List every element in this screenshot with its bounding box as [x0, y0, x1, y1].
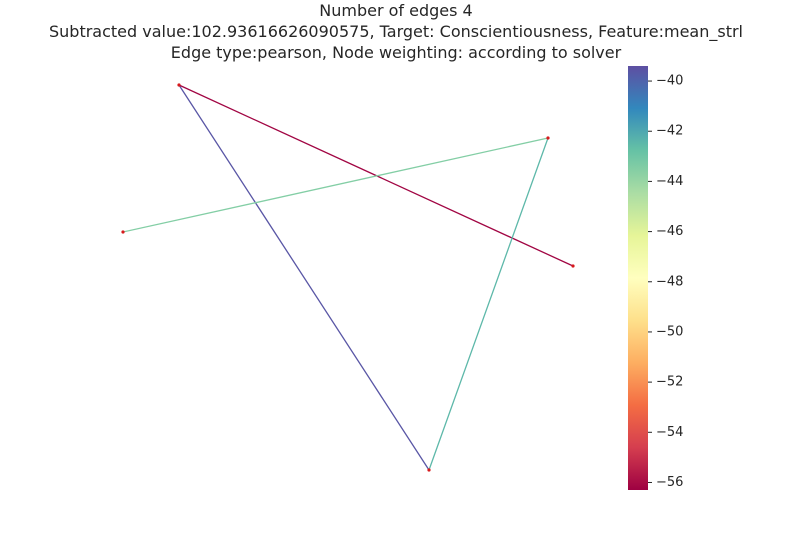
node-n3 [427, 468, 431, 472]
node-n2 [121, 230, 125, 234]
edge-n2-n4 [122, 137, 549, 233]
title-line-subtracted-value: Subtracted value:102.93616626090575, Tar… [49, 22, 743, 41]
colorbar-tick-label: −56 [656, 475, 683, 490]
edge-n1-n3 [178, 84, 430, 471]
colorbar-tick-label: −54 [656, 425, 683, 440]
node-n1 [177, 83, 181, 87]
colorbar-tick-label: −52 [656, 375, 683, 390]
colorbar-tick-label: −44 [656, 174, 683, 189]
colorbar-tick-label: −48 [656, 274, 683, 289]
title-line-edge-type: Edge type:pearson, Node weighting: accor… [170, 43, 622, 62]
colorbar-tick-label: −50 [656, 324, 683, 339]
nodes-layer [121, 83, 575, 472]
title-line-edges: Number of edges 4 [319, 1, 473, 20]
edges-layer [122, 84, 574, 471]
colorbar-ticks: −40 −42 −44 −46 −48 −50 −52 −54 −56 [648, 74, 683, 490]
colorbar-tick-label: −42 [656, 124, 683, 139]
edge-n4-n3 [428, 137, 549, 471]
node-n5 [571, 264, 575, 268]
colorbar-tick-label: −40 [656, 74, 683, 89]
colorbar-tick-label: −46 [656, 224, 683, 239]
node-n4 [546, 136, 550, 140]
colorbar-gradient-bar [628, 66, 648, 490]
